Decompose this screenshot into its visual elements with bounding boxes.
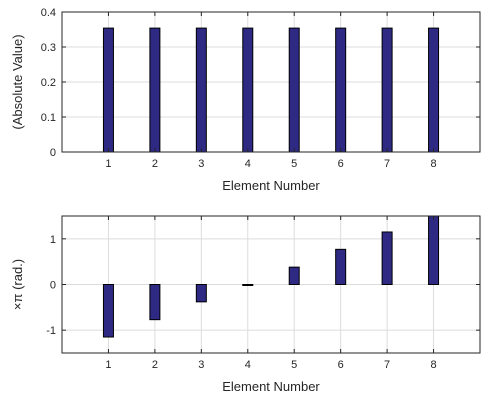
x-tick-label: 4	[245, 158, 251, 170]
y-tick-label: 0.2	[41, 77, 56, 89]
x-tick-label: 1	[105, 359, 111, 371]
x-tick-label: 2	[152, 158, 158, 170]
x-tick-label: 1	[105, 158, 111, 170]
y-tick-label: 0	[50, 280, 56, 292]
x-tick-label: 6	[338, 158, 344, 170]
magnitude-subplot: 1 2 3 4 5 6 7 8 0 0.1 0.2 0.3 0.4 Element Number (Abso…	[10, 7, 481, 193]
bar-element-4	[242, 284, 254, 286]
bar-element-1	[102, 284, 114, 338]
x-tick-label: 8	[430, 359, 436, 371]
x-tick-label: 4	[245, 359, 251, 371]
x-tick-label: 6	[338, 359, 344, 371]
x-tick-label: 7	[384, 158, 390, 170]
x-tick-label: 3	[198, 359, 204, 371]
y-tick-label: 1	[50, 234, 56, 246]
bar-element-6	[335, 27, 347, 153]
y-axis-label: ×π (rad.)	[10, 259, 25, 310]
bar-element-8	[428, 27, 440, 153]
bar-element-2	[149, 284, 161, 321]
bar-element-7	[381, 27, 393, 153]
x-tick-label: 7	[384, 359, 390, 371]
phase-subplot: 1 2 3 4 5 6 7 8 -1 0 1 Element Number ×π (rad.)	[10, 215, 481, 394]
y-tick-label: 0.3	[41, 42, 56, 54]
x-axis-label: Element Number	[222, 379, 320, 394]
x-axis-label: Element Number	[222, 178, 320, 193]
y-tick-label: 0.1	[41, 112, 56, 124]
bar-element-6	[335, 248, 347, 286]
bar-element-2	[149, 27, 161, 153]
bar-element-7	[381, 231, 393, 286]
y-tick-label: 0	[50, 147, 56, 159]
x-tick-label: 5	[291, 359, 297, 371]
y-tick-label: 0.4	[41, 7, 56, 19]
x-tick-label: 3	[198, 158, 204, 170]
bar-element-3	[195, 284, 207, 303]
bar-element-3	[195, 27, 207, 153]
x-tick-label: 8	[430, 158, 436, 170]
bar-element-5	[288, 266, 300, 285]
bar-element-4	[242, 27, 254, 153]
x-tick-label: 2	[152, 359, 158, 371]
bar-element-5	[288, 27, 300, 153]
x-tick-label: 5	[291, 158, 297, 170]
y-axis-label: (Absolute Value)	[10, 34, 25, 129]
bar-element-8	[428, 215, 440, 285]
bar-element-1	[102, 27, 114, 153]
y-tick-label: -1	[46, 325, 56, 337]
